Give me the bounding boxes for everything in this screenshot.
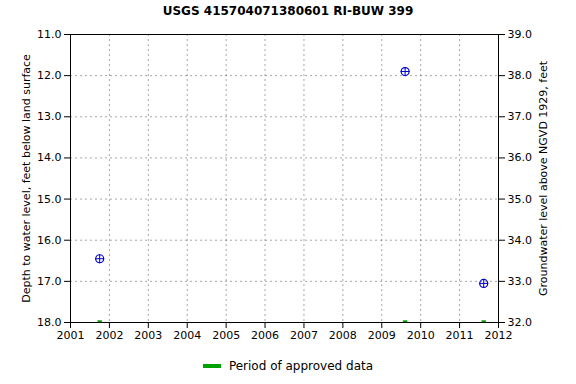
svg-text:36.0: 36.0	[508, 151, 533, 164]
html-text:Period of approved data: Period of approved data	[228, 359, 374, 373]
svg-text:15.0: 15.0	[37, 193, 62, 206]
svg-text:37.0: 37.0	[508, 110, 533, 123]
svg-text:35.0: 35.0	[508, 193, 533, 206]
svg-text:2005: 2005	[212, 329, 240, 342]
svg-text:18.0: 18.0	[37, 316, 62, 329]
svg-text:2009: 2009	[368, 329, 396, 342]
svg-text:17.0: 17.0	[37, 275, 62, 288]
svg-text:2004: 2004	[173, 329, 201, 342]
svg-text:33.0: 33.0	[508, 275, 533, 288]
svg-text:38.0: 38.0	[508, 69, 533, 82]
svg-text:2001: 2001	[57, 329, 85, 342]
svg-text:2010: 2010	[407, 329, 435, 342]
svg-text:2006: 2006	[251, 329, 279, 342]
svg-text:2012: 2012	[485, 329, 513, 342]
svg-text:12.0: 12.0	[37, 69, 62, 82]
svg-text:39.0: 39.0	[508, 28, 533, 41]
svg-text:14.0: 14.0	[37, 151, 62, 164]
svg-text:Groundwater level above NGVD 1: Groundwater level above NGVD 1929, feet	[537, 60, 550, 296]
svg-text:2002: 2002	[95, 329, 123, 342]
svg-text:16.0: 16.0	[37, 234, 62, 247]
svg-text:2003: 2003	[134, 329, 162, 342]
svg-text:2007: 2007	[290, 329, 318, 342]
svg-text:Depth to water level, feet bel: Depth to water level, feet below land su…	[20, 54, 33, 303]
svg-text:34.0: 34.0	[508, 234, 533, 247]
svg-text:2011: 2011	[446, 329, 474, 342]
svg-text:11.0: 11.0	[37, 28, 62, 41]
svg-text:2008: 2008	[329, 329, 357, 342]
svg-text:32.0: 32.0	[508, 316, 533, 329]
html-text:USGS 415704071380601 RI-BUW 39: USGS 415704071380601 RI-BUW 399	[162, 4, 414, 18]
svg-text:13.0: 13.0	[37, 110, 62, 123]
